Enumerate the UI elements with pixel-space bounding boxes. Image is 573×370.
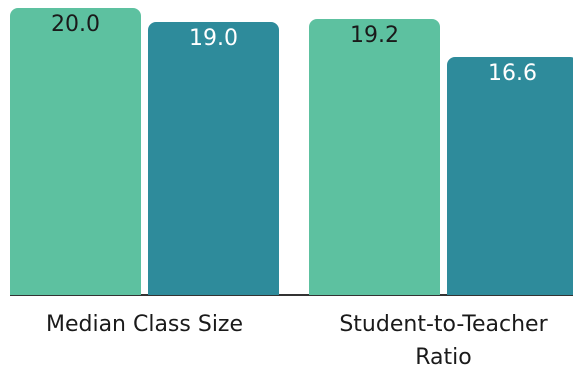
value-label: 20.0 [51,12,100,37]
bar: 19.2 [309,19,440,295]
bar: 20.0 [10,8,141,295]
bar: 19.0 [148,22,279,295]
value-label: 19.2 [350,23,399,49]
value-label: 19.0 [189,26,238,52]
x-tick-label: Student-to-Teacher Ratio [339,312,548,370]
value-label: 16.6 [488,60,537,86]
x-axis-line [10,294,573,296]
x-tick-label: Median Class Size [45,312,244,337]
bar: 16.6 [447,56,573,295]
